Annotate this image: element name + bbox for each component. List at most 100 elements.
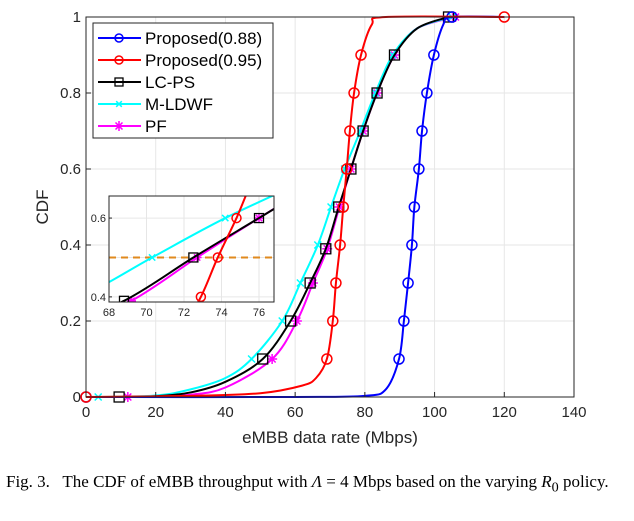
marker-x bbox=[296, 278, 305, 288]
x-tick-label: 40 bbox=[217, 404, 234, 421]
x-tick-label: 120 bbox=[492, 404, 517, 421]
figure-caption: Fig. 3. The CDF of eMBB throughput with … bbox=[6, 470, 620, 499]
marker-asterisk bbox=[192, 252, 202, 262]
marker-square bbox=[257, 353, 269, 365]
marker-asterisk bbox=[267, 354, 278, 364]
legend-label: Proposed(0.95) bbox=[145, 51, 262, 70]
marker-circle bbox=[421, 87, 433, 99]
axis-ticks: 0 20 40 60 80 100 120 140 0 0.2 0.4 0.6 0.8 1 bbox=[60, 9, 586, 421]
caption-text-2: 4 Mbps based on the varying bbox=[340, 472, 537, 491]
x-tick-label: 60 bbox=[287, 404, 304, 421]
marker-square bbox=[114, 77, 124, 87]
caption-equals: = bbox=[326, 472, 336, 491]
y-tick-label: 1 bbox=[73, 9, 81, 26]
legend: Proposed(0.88) Proposed(0.95) LC-PS M-LDWF P… bbox=[92, 22, 274, 139]
marker-circle bbox=[334, 239, 346, 251]
x-tick-label: 140 bbox=[561, 404, 586, 421]
x-tick-label: 0 bbox=[82, 404, 90, 421]
marker-circle bbox=[428, 49, 440, 61]
legend-item: M-LDWF bbox=[98, 95, 213, 114]
marker-circle bbox=[321, 353, 333, 365]
marker-circle bbox=[114, 33, 124, 43]
marker-circle bbox=[344, 125, 356, 137]
marker-circle bbox=[413, 163, 425, 175]
series-line bbox=[85, 15, 505, 399]
legend-item: LC-PS bbox=[98, 73, 195, 92]
marker-circle bbox=[416, 125, 428, 137]
marker-circle bbox=[402, 277, 414, 289]
inset-frame bbox=[108, 195, 275, 303]
legend-label: PF bbox=[145, 117, 167, 136]
marker-square bbox=[320, 243, 332, 255]
inset-x-tick-label: 70 bbox=[140, 307, 152, 319]
x-tick-label: 80 bbox=[357, 404, 374, 421]
marker-circle bbox=[406, 239, 418, 251]
y-axis-label: CDF bbox=[33, 190, 52, 225]
marker-circle bbox=[398, 315, 410, 327]
marker-circle bbox=[408, 201, 421, 213]
inset-x-tick-label: 76 bbox=[253, 307, 265, 319]
marker-circle bbox=[355, 49, 367, 61]
caption-text-1: The CDF of eMBB throughput with bbox=[62, 472, 308, 491]
marker-asterisk bbox=[322, 243, 333, 254]
marker-circle bbox=[330, 277, 342, 289]
inset-series-lc-ps bbox=[118, 207, 274, 302]
marker-asterisk bbox=[127, 296, 136, 302]
marker-square bbox=[388, 49, 401, 61]
marker-square bbox=[357, 125, 369, 137]
y-tick-label: 0.6 bbox=[60, 161, 81, 178]
inset-zoom: 68 70 72 74 76 0.4 0.6 bbox=[91, 195, 275, 319]
inset-y-tick-label: 0.4 bbox=[91, 292, 106, 304]
legend-label: LC-PS bbox=[145, 73, 195, 92]
legend-item: Proposed(0.95) bbox=[98, 51, 262, 70]
marker-square bbox=[284, 315, 297, 327]
marker-circle bbox=[327, 315, 339, 327]
y-tick-label: 0.4 bbox=[60, 237, 81, 254]
inset-series-proposed-0-95- bbox=[195, 196, 247, 302]
marker-asterisk bbox=[114, 121, 124, 131]
marker-circle bbox=[231, 212, 242, 224]
series-line bbox=[85, 15, 505, 398]
marker-x bbox=[221, 214, 229, 222]
legend-item: Proposed(0.88) bbox=[98, 29, 262, 48]
marker-x bbox=[148, 253, 156, 262]
y-tick-label: 0 bbox=[73, 389, 81, 406]
inset-x-tick-label: 72 bbox=[178, 307, 190, 319]
marker-asterisk bbox=[291, 316, 302, 326]
marker-square bbox=[118, 295, 130, 302]
x-tick-label: 100 bbox=[422, 404, 447, 421]
marker-square bbox=[253, 212, 265, 224]
marker-x bbox=[247, 354, 256, 364]
caption-text-3: policy. bbox=[562, 472, 609, 491]
inset-series bbox=[109, 196, 274, 302]
marker-circle bbox=[195, 291, 207, 302]
inset-x-tick-label: 74 bbox=[215, 307, 227, 319]
marker-asterisk bbox=[307, 278, 318, 288]
inset-x-tick-label: 68 bbox=[103, 307, 115, 319]
caption-symbol: Λ bbox=[311, 472, 323, 491]
inset-y-tick-label: 0.6 bbox=[91, 213, 106, 225]
marker-square bbox=[371, 87, 383, 99]
marker-square bbox=[188, 252, 199, 263]
series-line bbox=[119, 16, 449, 398]
marker-circle bbox=[337, 201, 349, 213]
marker-circle bbox=[393, 353, 405, 365]
caption-prefix: Fig. 3. bbox=[6, 472, 50, 491]
marker-x bbox=[115, 100, 123, 108]
marker-circle bbox=[212, 252, 223, 263]
legend-item: PF bbox=[98, 117, 167, 136]
marker-circle bbox=[114, 55, 124, 65]
inset-background bbox=[109, 196, 274, 302]
marker-x bbox=[278, 316, 287, 326]
x-axis-label: eMBB data rate (Mbps) bbox=[242, 428, 418, 447]
legend-label: Proposed(0.88) bbox=[145, 29, 262, 48]
y-tick-label: 0.8 bbox=[60, 85, 81, 102]
caption-variable: R bbox=[541, 472, 552, 491]
marker-circle bbox=[340, 163, 353, 175]
marker-x bbox=[313, 240, 322, 250]
y-tick-label: 0.2 bbox=[60, 313, 81, 330]
caption-subscript: 0 bbox=[551, 479, 559, 496]
marker-circle bbox=[348, 87, 360, 99]
main-series bbox=[80, 11, 511, 403]
cdf-chart: 0 20 40 60 80 100 120 140 0 0.2 0.4 0.6 0.8 1 eMBB da… bbox=[33, 9, 587, 447]
